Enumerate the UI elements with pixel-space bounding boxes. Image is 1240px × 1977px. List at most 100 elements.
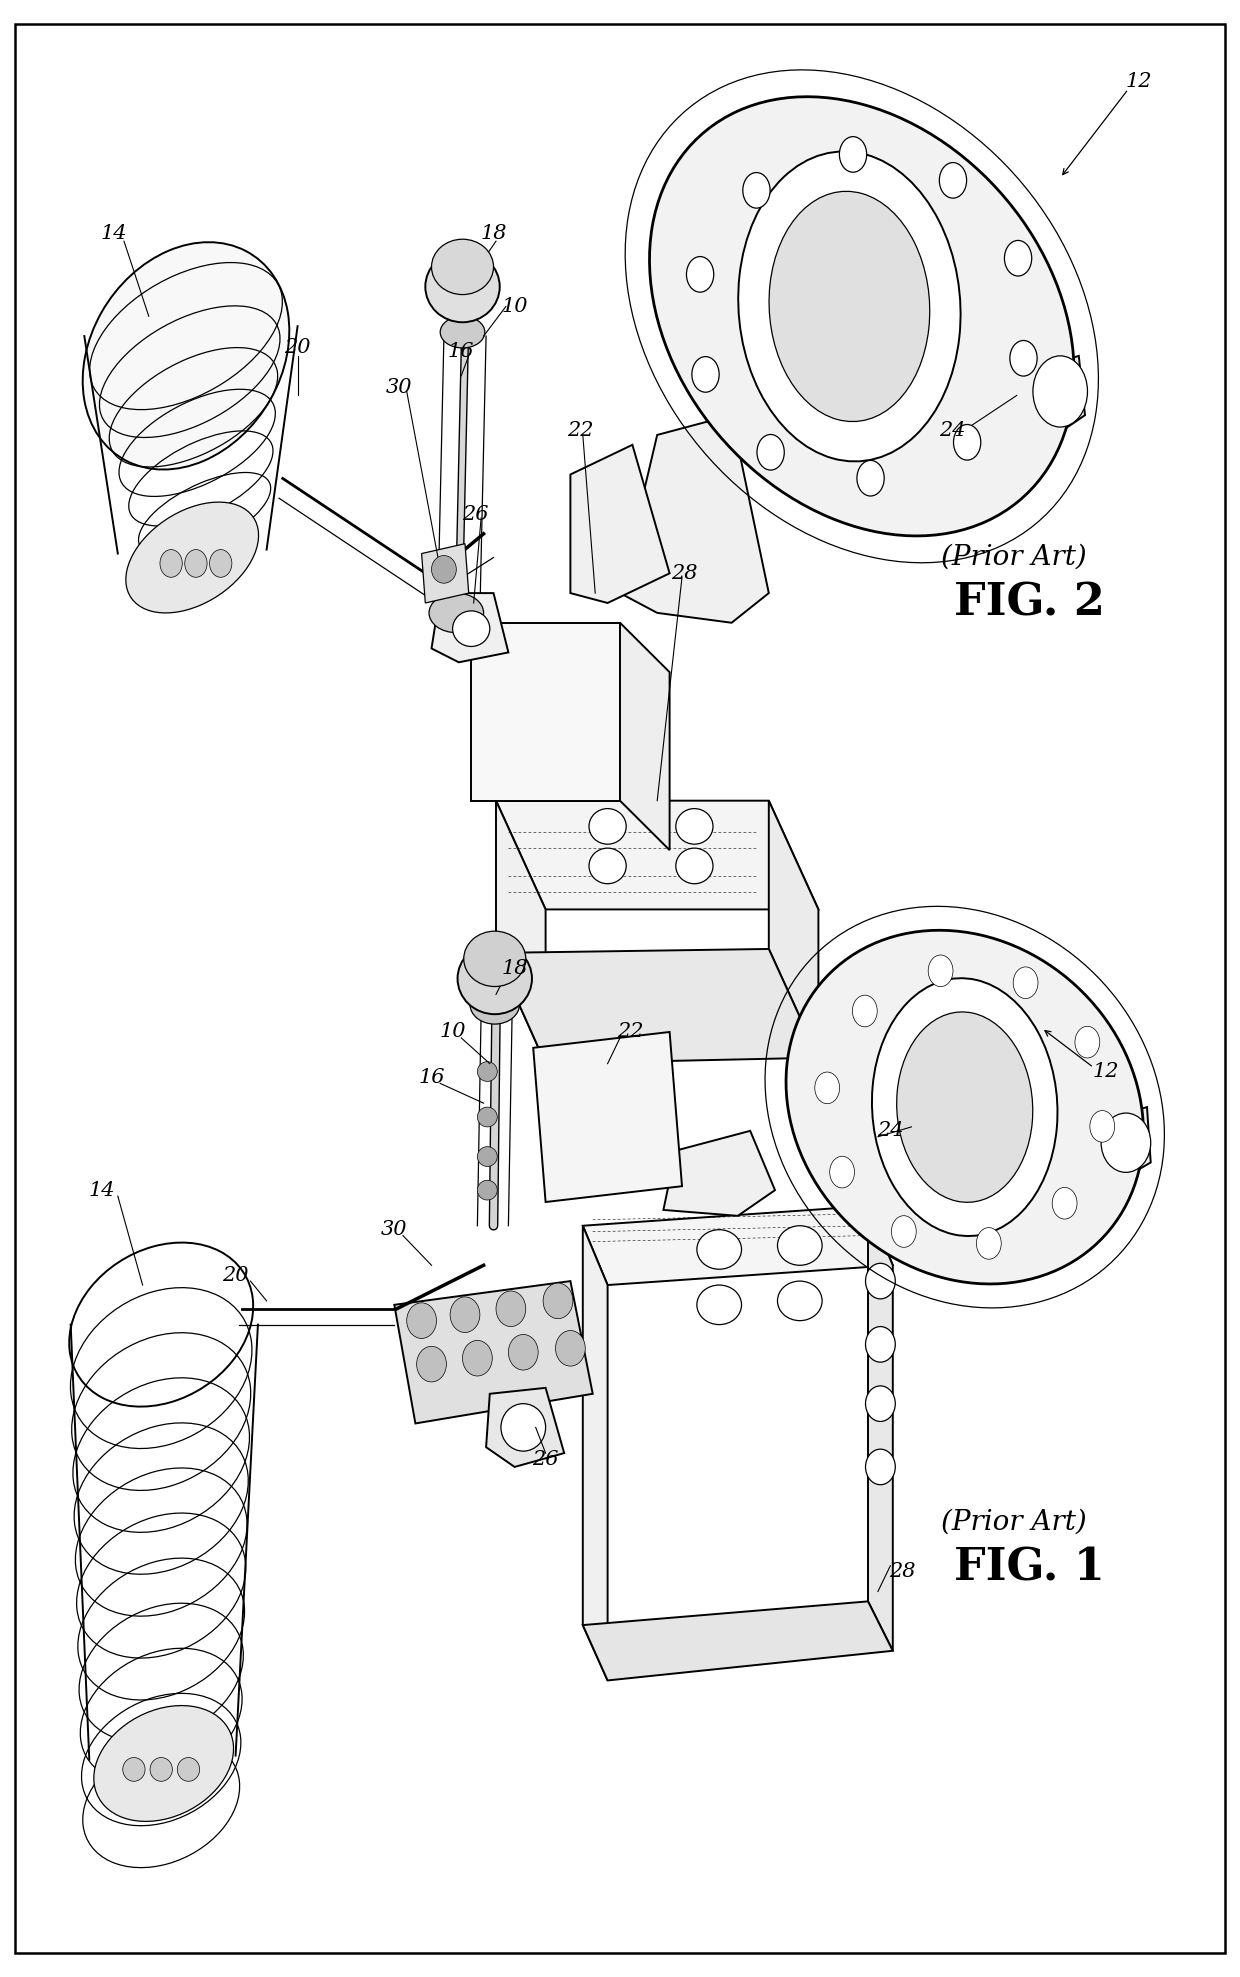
Ellipse shape <box>543 1283 573 1319</box>
Ellipse shape <box>508 1334 538 1370</box>
Ellipse shape <box>556 1331 585 1366</box>
Ellipse shape <box>815 1072 839 1103</box>
Ellipse shape <box>976 1228 1001 1259</box>
Polygon shape <box>620 623 670 850</box>
Text: 12: 12 <box>1125 71 1152 91</box>
Polygon shape <box>496 801 818 909</box>
Ellipse shape <box>440 316 485 348</box>
Ellipse shape <box>501 1404 546 1451</box>
Text: 28: 28 <box>671 563 698 583</box>
Ellipse shape <box>676 809 713 844</box>
Ellipse shape <box>458 943 532 1014</box>
Text: 24: 24 <box>877 1121 904 1141</box>
Polygon shape <box>432 593 508 662</box>
Text: (Prior Art): (Prior Art) <box>941 1508 1087 1536</box>
Text: 24: 24 <box>939 421 966 441</box>
Polygon shape <box>496 801 546 1064</box>
Ellipse shape <box>450 1297 480 1332</box>
Ellipse shape <box>453 611 490 646</box>
Ellipse shape <box>425 251 500 322</box>
Ellipse shape <box>185 550 207 577</box>
Ellipse shape <box>1090 1111 1115 1143</box>
Text: 16: 16 <box>418 1068 445 1087</box>
Ellipse shape <box>210 550 232 577</box>
Ellipse shape <box>432 239 494 295</box>
Polygon shape <box>422 544 469 603</box>
Ellipse shape <box>697 1285 742 1325</box>
Ellipse shape <box>1075 1026 1100 1058</box>
Text: 26: 26 <box>532 1449 559 1469</box>
Ellipse shape <box>786 931 1143 1283</box>
Text: 18: 18 <box>480 223 507 243</box>
Polygon shape <box>394 1281 593 1423</box>
Ellipse shape <box>407 1303 436 1338</box>
Polygon shape <box>583 1601 893 1680</box>
Ellipse shape <box>866 1327 895 1362</box>
Ellipse shape <box>769 192 930 421</box>
Ellipse shape <box>1033 356 1087 427</box>
Ellipse shape <box>857 461 884 496</box>
Ellipse shape <box>477 1107 497 1127</box>
Ellipse shape <box>940 162 967 198</box>
Ellipse shape <box>892 1216 916 1247</box>
Ellipse shape <box>676 848 713 884</box>
Ellipse shape <box>589 848 626 884</box>
Polygon shape <box>496 949 818 1064</box>
Text: 22: 22 <box>616 1022 644 1042</box>
Ellipse shape <box>929 955 954 987</box>
Ellipse shape <box>830 1157 854 1188</box>
Ellipse shape <box>477 1147 497 1166</box>
Ellipse shape <box>954 425 981 461</box>
Polygon shape <box>769 162 893 247</box>
Ellipse shape <box>777 1226 822 1265</box>
Text: 20: 20 <box>284 338 311 358</box>
Ellipse shape <box>1053 1188 1078 1220</box>
Ellipse shape <box>1004 241 1032 277</box>
Ellipse shape <box>150 1758 172 1781</box>
Ellipse shape <box>1009 340 1037 376</box>
Ellipse shape <box>463 1340 492 1376</box>
Ellipse shape <box>866 1386 895 1421</box>
Ellipse shape <box>866 1449 895 1485</box>
Text: 26: 26 <box>461 504 489 524</box>
Ellipse shape <box>1101 1113 1151 1172</box>
Ellipse shape <box>777 1281 822 1321</box>
Ellipse shape <box>589 809 626 844</box>
Polygon shape <box>620 415 769 623</box>
Text: 14: 14 <box>88 1180 115 1200</box>
Ellipse shape <box>417 1346 446 1382</box>
Ellipse shape <box>123 1758 145 1781</box>
Ellipse shape <box>125 502 259 613</box>
Ellipse shape <box>464 931 526 987</box>
Text: (Prior Art): (Prior Art) <box>941 544 1087 571</box>
Ellipse shape <box>692 356 719 391</box>
Ellipse shape <box>866 1263 895 1299</box>
Text: 22: 22 <box>567 421 594 441</box>
Ellipse shape <box>83 241 289 471</box>
Text: 30: 30 <box>386 378 413 397</box>
Ellipse shape <box>756 435 784 471</box>
Ellipse shape <box>470 985 520 1024</box>
Polygon shape <box>663 1131 775 1216</box>
Polygon shape <box>570 445 670 603</box>
Ellipse shape <box>477 1062 497 1081</box>
Polygon shape <box>1089 1107 1151 1186</box>
Polygon shape <box>583 1206 893 1285</box>
Ellipse shape <box>177 1758 200 1781</box>
Ellipse shape <box>852 994 877 1026</box>
Polygon shape <box>868 1206 893 1651</box>
Ellipse shape <box>496 1291 526 1327</box>
Ellipse shape <box>650 97 1074 536</box>
Ellipse shape <box>697 1230 742 1269</box>
Ellipse shape <box>432 556 456 583</box>
Polygon shape <box>890 965 990 1036</box>
Ellipse shape <box>687 257 714 293</box>
Text: 20: 20 <box>222 1265 249 1285</box>
Text: 16: 16 <box>448 342 475 362</box>
Ellipse shape <box>429 593 484 633</box>
Ellipse shape <box>738 152 961 461</box>
Ellipse shape <box>897 1012 1033 1202</box>
Text: 14: 14 <box>100 223 128 243</box>
Text: 10: 10 <box>501 297 528 316</box>
Ellipse shape <box>160 550 182 577</box>
